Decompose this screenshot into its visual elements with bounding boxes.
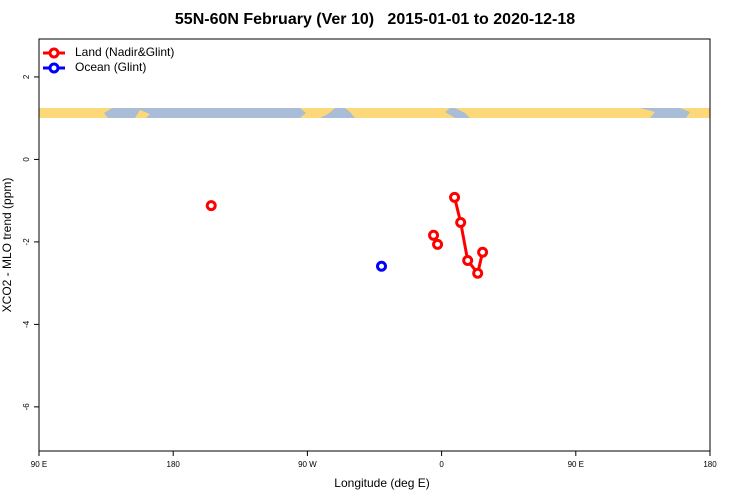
y-tick-label: 2 — [22, 74, 31, 79]
x-tick-label: 90 W — [298, 460, 317, 469]
data-point — [205, 200, 217, 212]
data-point — [376, 260, 388, 272]
x-tick-label: 90 E — [31, 460, 47, 469]
map-strip — [39, 108, 710, 118]
legend-label: Land (Nadir&Glint) — [75, 45, 174, 59]
x-tick-label: 0 — [439, 460, 444, 469]
legend-marker — [48, 47, 60, 59]
x-tick-label: 180 — [167, 460, 181, 469]
plot-frame — [38, 38, 711, 452]
legend-marker — [48, 62, 60, 74]
chart-title: 55N-60N February (Ver 10) 2015-01-01 to … — [175, 11, 575, 28]
data-point — [455, 217, 467, 229]
y-tick-label: -6 — [22, 403, 31, 411]
data-point — [449, 191, 461, 203]
data-point — [432, 238, 444, 250]
y-tick-label: -2 — [22, 238, 31, 246]
x-tick-label: 180 — [703, 460, 717, 469]
data-point — [477, 246, 489, 258]
legend-label: Ocean (Glint) — [75, 60, 146, 74]
x-tick-label: 90 E — [568, 460, 584, 469]
x-axis-label: Longitude (deg E) — [334, 476, 429, 490]
data-point — [428, 229, 440, 241]
data-point — [462, 254, 474, 266]
y-axis-label: XCO2 - MLO trend (ppm) — [0, 178, 14, 313]
y-tick-label: 0 — [22, 157, 31, 162]
y-tick-label: -4 — [22, 320, 31, 328]
data-point — [472, 267, 484, 279]
